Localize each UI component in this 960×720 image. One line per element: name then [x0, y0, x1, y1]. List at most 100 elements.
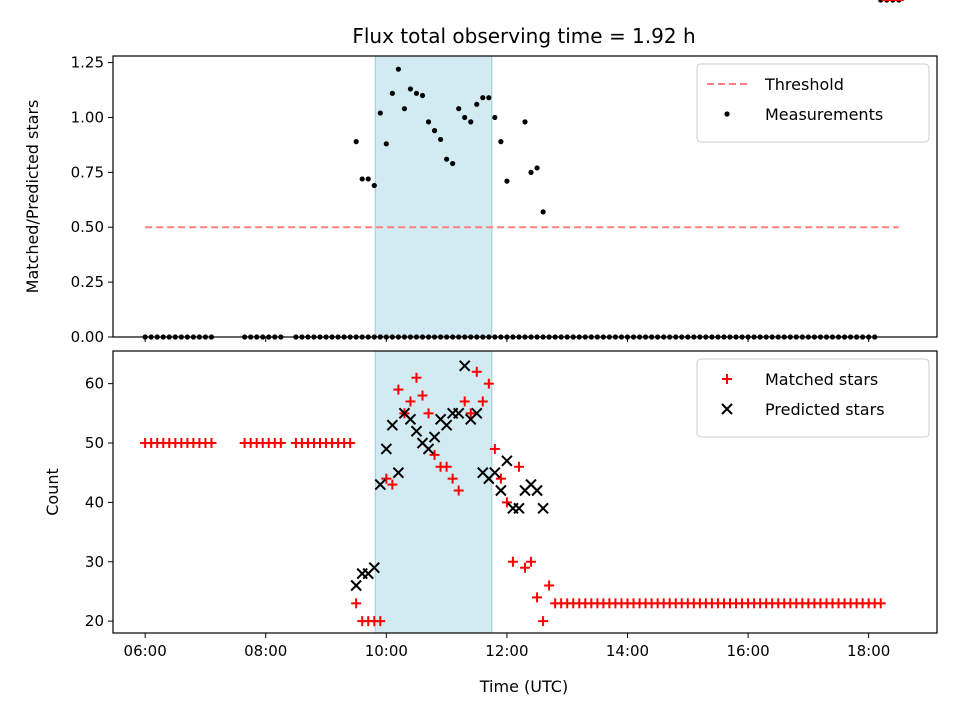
bottom-panel: 20 30 40 50 60 06:00 08:00 10:00 12:00 14:00 16:00… — [43, 0, 938, 660]
y-tick-label: 1.25 — [71, 54, 104, 72]
legend-entry: Predicted stars — [721, 400, 885, 419]
predicted-star-point — [489, 466, 501, 479]
axes-frame — [112, 350, 938, 634]
predicted-star-point — [368, 561, 380, 574]
measurement-point — [419, 92, 426, 99]
matched-star-point — [393, 384, 404, 395]
legend: Threshold Measurements — [696, 63, 930, 143]
measurement-point — [522, 119, 528, 125]
predicted-star-point — [410, 425, 423, 437]
matched-star-point — [345, 438, 356, 449]
y-tick-label: 20 — [85, 612, 104, 630]
measurement-point — [395, 66, 401, 72]
y-tick-label: 0.25 — [71, 273, 104, 291]
measurement-point — [486, 95, 492, 101]
predicted-star-point — [380, 443, 393, 455]
predicted-star-point — [452, 407, 465, 420]
y-tick-label: 60 — [85, 375, 104, 393]
y-axis-label: Matched/Predicted stars — [23, 100, 42, 294]
measurement-point — [498, 139, 504, 145]
matched-star-point — [501, 497, 512, 508]
measurement-point — [456, 106, 462, 112]
legend-entry: Threshold — [707, 75, 844, 94]
predicted-star-point — [531, 484, 543, 497]
x-tick-label: 12:00 — [485, 642, 528, 660]
matched-star-point — [489, 443, 500, 454]
measurement-point — [480, 95, 486, 101]
legend-entry: Matched stars — [722, 370, 878, 389]
predicted-star-point — [501, 455, 513, 467]
measurement-point — [534, 165, 540, 171]
matched-star-point — [441, 461, 452, 472]
predicted-star-point — [537, 502, 549, 515]
measurement-point — [383, 141, 389, 147]
y-axis-label: Count — [43, 468, 62, 516]
measurement-point — [425, 119, 432, 125]
shaded-observing-interval — [374, 55, 493, 338]
legend-label: Measurements — [765, 105, 883, 124]
predicted-star-point — [404, 413, 417, 425]
matched-star-point — [507, 556, 518, 567]
x-tick-label: 18:00 — [847, 642, 890, 660]
matched-star-point — [387, 479, 398, 490]
shaded-observing-interval — [374, 350, 493, 634]
measurement-point — [371, 182, 377, 189]
measurement-point — [492, 114, 498, 121]
x-axis-label: Time (UTC) — [479, 677, 568, 696]
matched-star-point — [381, 473, 392, 484]
predicted-star-point — [374, 478, 387, 491]
legend-label: Threshold — [764, 75, 844, 94]
legend-label: Predicted stars — [765, 400, 885, 419]
measurement-point — [437, 136, 444, 143]
matched-star-point — [495, 473, 506, 484]
matched-star-point — [375, 616, 386, 627]
matched-star-point — [447, 473, 458, 484]
y-tick-label: 0.75 — [71, 163, 104, 181]
y-tick-label: 50 — [85, 434, 104, 452]
legend: Matched stars Predicted stars — [696, 358, 930, 438]
predicted-star-point — [386, 419, 399, 431]
y-tick-label: 0.00 — [71, 328, 104, 346]
predicted-star-point — [392, 466, 405, 479]
matched-star-point — [405, 396, 416, 407]
predicted-star-point — [513, 502, 525, 515]
matched-star-point — [513, 461, 524, 472]
predicted-star-point — [422, 443, 435, 455]
predicted-star-point — [459, 360, 471, 372]
measurement-point — [359, 176, 365, 182]
matched-star-point — [520, 562, 530, 573]
matched-star-point — [453, 485, 464, 496]
predicted-star-point — [350, 579, 362, 592]
x-tick-label: 14:00 — [606, 642, 649, 660]
y-tick-label: 30 — [85, 553, 104, 571]
matched-star-point — [206, 438, 217, 449]
measurement-point — [474, 101, 480, 107]
measurement-point — [528, 169, 534, 175]
y-tick-label: 1.00 — [71, 108, 104, 126]
top-panel: 0.00 0.25 0.50 0.75 1.00 1.25 Matched/Predicte… — [23, 0, 938, 346]
measurement-point — [401, 106, 408, 112]
axes-frame — [112, 55, 938, 338]
x-tick-label: 08:00 — [244, 642, 287, 660]
matched-star-point — [351, 598, 362, 609]
matched-star-point — [411, 372, 422, 383]
predicted-star-point — [495, 484, 507, 497]
chart-title: Flux total observing time = 1.92 h — [352, 24, 695, 48]
predicted-star-point — [471, 407, 483, 420]
measurement-point — [413, 90, 420, 96]
matched-star-point — [417, 390, 428, 401]
x-tick-label: 10:00 — [365, 642, 408, 660]
measurement-point — [389, 90, 395, 96]
x-tick-label: 16:00 — [726, 642, 769, 660]
matched-star-point — [459, 396, 470, 407]
measurement-point — [407, 86, 414, 92]
predicted-star-point — [440, 419, 453, 431]
measurement-point — [450, 160, 456, 167]
measurement-point — [504, 178, 510, 184]
measurement-point — [444, 156, 450, 162]
matched-star-point — [477, 396, 488, 407]
legend-label: Matched stars — [765, 370, 878, 389]
predicted-star-point — [428, 431, 441, 443]
matched-star-point — [544, 580, 555, 591]
